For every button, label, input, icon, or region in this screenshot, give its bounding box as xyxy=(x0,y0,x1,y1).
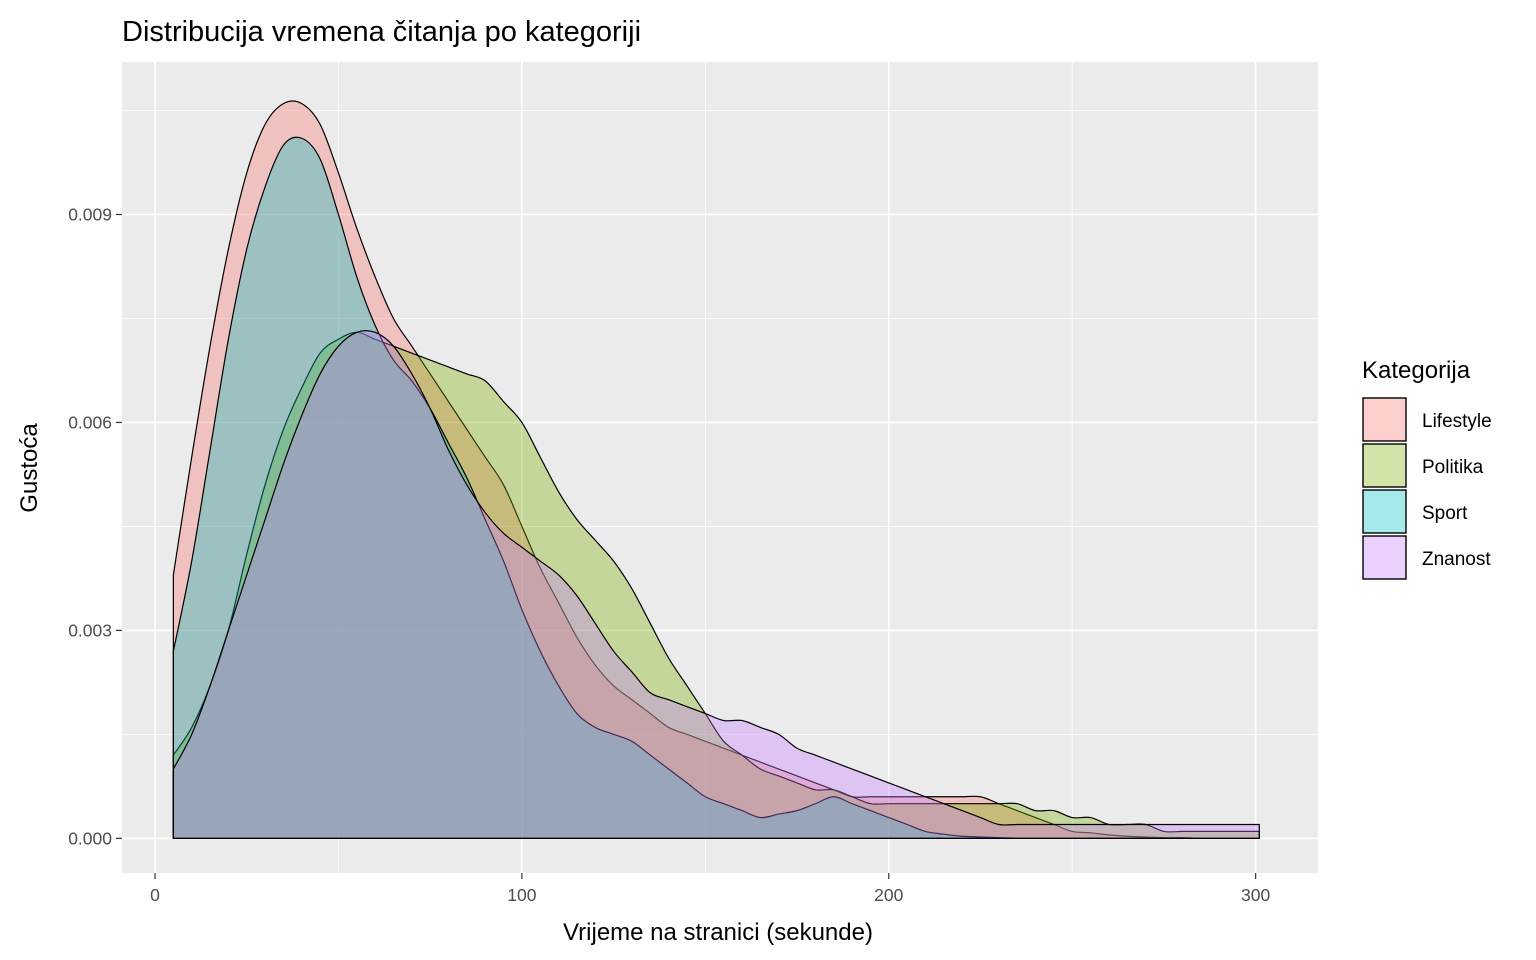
x-tick-label: 200 xyxy=(874,885,903,905)
x-tick-label: 100 xyxy=(507,885,536,905)
y-tick-label: 0.006 xyxy=(68,412,112,432)
legend-key-politika xyxy=(1362,443,1407,488)
density-area-znanost xyxy=(172,329,1260,839)
x-axis: 0 100 200 300 xyxy=(150,873,1270,905)
legend-label-znanost: Znanost xyxy=(1422,549,1491,570)
legend-title: Kategorija xyxy=(1362,357,1471,384)
legend-key-bg xyxy=(1363,536,1406,579)
legend-key-lifestyle xyxy=(1362,397,1407,442)
legend-key-bg xyxy=(1363,444,1406,487)
y-tick-label: 0.003 xyxy=(68,620,112,640)
legend-label-politika: Politika xyxy=(1422,457,1484,478)
chart-title: Distribucija vremena čitanja po kategori… xyxy=(122,16,641,48)
y-axis-title: Gustoća xyxy=(16,423,43,513)
legend-key-bg xyxy=(1363,490,1406,533)
area-layer xyxy=(172,100,1260,839)
density-area-politika xyxy=(172,331,1260,839)
x-axis-title: Vrijeme na stranici (sekunde) xyxy=(563,919,873,946)
y-tick-label: 0.000 xyxy=(68,828,112,848)
x-tick-label: 0 xyxy=(150,885,160,905)
plot-panel xyxy=(122,62,1318,873)
legend: Kategorija Lifestyle Politika Sport Znanost xyxy=(1362,357,1492,580)
y-tick-label: 0.009 xyxy=(68,204,112,224)
grid-layer xyxy=(122,62,1318,873)
legend-key-bg xyxy=(1363,398,1406,441)
y-axis: 0.000 0.003 0.006 0.009 xyxy=(68,204,122,848)
legend-key-znanost xyxy=(1362,535,1407,580)
legend-key-sport xyxy=(1362,489,1407,534)
density-area-lifestyle xyxy=(172,100,1260,839)
legend-label-lifestyle: Lifestyle xyxy=(1422,411,1492,432)
legend-label-sport: Sport xyxy=(1422,503,1468,524)
x-tick-label: 300 xyxy=(1241,885,1270,905)
